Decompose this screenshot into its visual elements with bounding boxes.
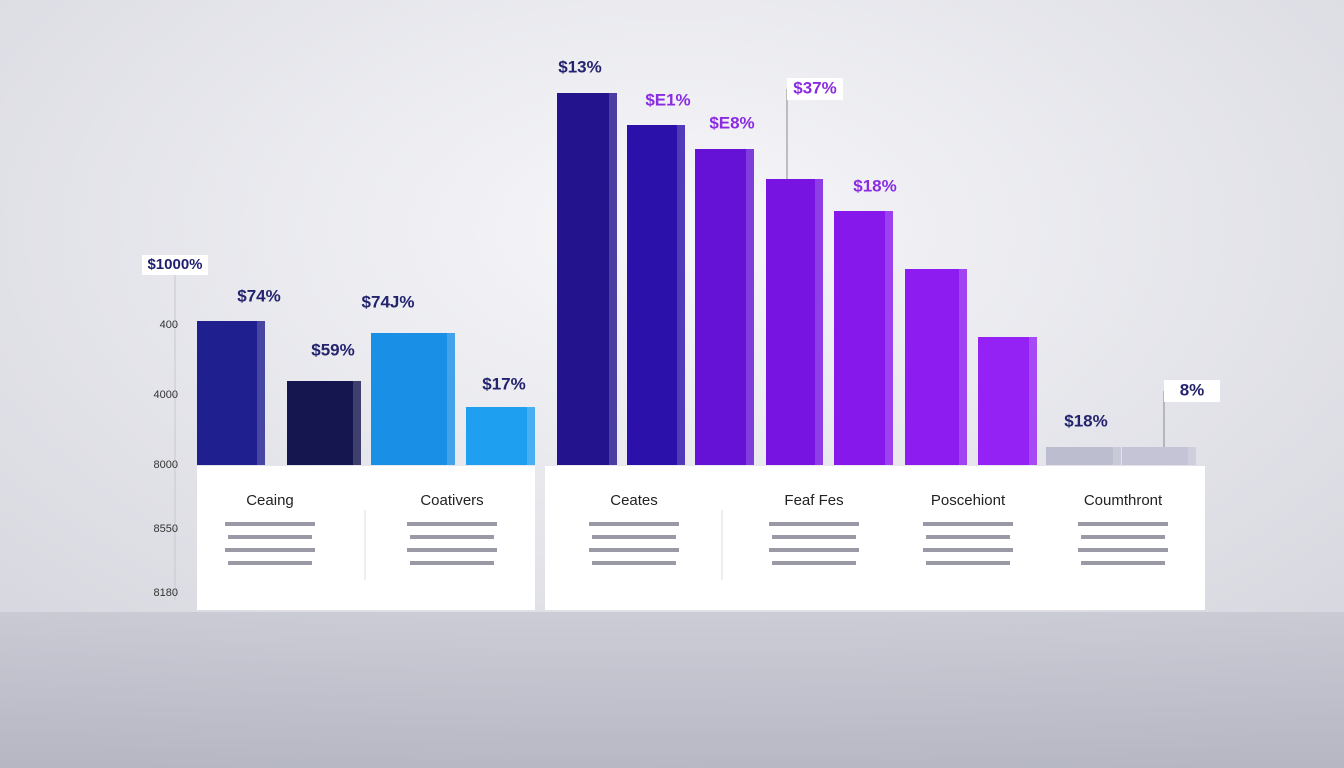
floor	[0, 612, 1344, 768]
y-tick-label: 4000	[154, 389, 178, 401]
bar	[1122, 447, 1196, 465]
bar	[695, 149, 754, 465]
bar	[1046, 447, 1121, 465]
bar-side	[746, 149, 754, 465]
y-tick-label: 8180	[154, 587, 178, 599]
bar-side	[1113, 447, 1121, 465]
bar	[466, 407, 535, 465]
bar-side	[1188, 447, 1196, 465]
value-label: $74%	[237, 286, 280, 305]
bar	[371, 333, 455, 465]
value-label: 8%	[1180, 380, 1205, 399]
y-tick-label: 8550	[154, 523, 178, 535]
bar-side	[257, 321, 265, 465]
panel-title: Coumthront	[1084, 492, 1163, 509]
text-line	[772, 561, 856, 565]
bar	[197, 321, 265, 465]
bar-side	[885, 211, 893, 465]
text-line	[769, 522, 859, 526]
tick-box	[142, 255, 208, 275]
bar	[978, 337, 1037, 465]
bar	[627, 125, 685, 465]
value-label: $74J%	[362, 292, 415, 311]
text-line	[923, 522, 1013, 526]
value-label: $18%	[1064, 411, 1107, 430]
y-tick-label: 400	[160, 319, 178, 331]
panel-title: Ceaing	[246, 492, 294, 509]
bar-side	[353, 381, 361, 465]
text-line	[407, 522, 497, 526]
bar-side	[959, 269, 967, 465]
value-label: $18%	[853, 176, 896, 195]
text-line	[592, 535, 676, 539]
text-line	[1081, 535, 1165, 539]
value-label: $37%	[793, 78, 836, 97]
value-label: $E8%	[709, 113, 754, 132]
y-tick-label: 8000	[154, 459, 178, 471]
text-line	[1078, 522, 1168, 526]
panel-title: Coativers	[420, 492, 483, 509]
text-line	[926, 535, 1010, 539]
bar-side	[1029, 337, 1037, 465]
text-line	[769, 548, 859, 552]
text-line	[1081, 561, 1165, 565]
bar-side	[527, 407, 535, 465]
text-line	[228, 561, 312, 565]
panel-title: Ceates	[610, 492, 658, 509]
text-line	[410, 535, 494, 539]
text-line	[225, 522, 315, 526]
bar-side	[609, 93, 617, 465]
value-label: $59%	[311, 340, 354, 359]
text-line	[228, 535, 312, 539]
text-line	[589, 548, 679, 552]
bar	[834, 211, 893, 465]
text-line	[589, 522, 679, 526]
y-tick-label: $1000%	[147, 256, 202, 273]
text-line	[592, 561, 676, 565]
value-label: $13%	[558, 57, 601, 76]
flag-box	[1164, 380, 1220, 402]
text-line	[1078, 548, 1168, 552]
bar-side	[815, 179, 823, 465]
text-line	[772, 535, 856, 539]
text-line	[407, 548, 497, 552]
bar	[905, 269, 967, 465]
value-label: $E1%	[645, 90, 690, 109]
text-line	[923, 548, 1013, 552]
bar	[557, 93, 617, 465]
flag-box	[787, 78, 843, 100]
bar-side	[677, 125, 685, 465]
text-line	[926, 561, 1010, 565]
bar	[766, 179, 823, 465]
bar-side	[447, 333, 455, 465]
bar	[287, 381, 361, 465]
panel-title: Feaf Fes	[784, 492, 843, 509]
text-line	[225, 548, 315, 552]
panel-title: Poscehiont	[931, 492, 1006, 509]
text-line	[410, 561, 494, 565]
value-label: $17%	[482, 374, 525, 393]
